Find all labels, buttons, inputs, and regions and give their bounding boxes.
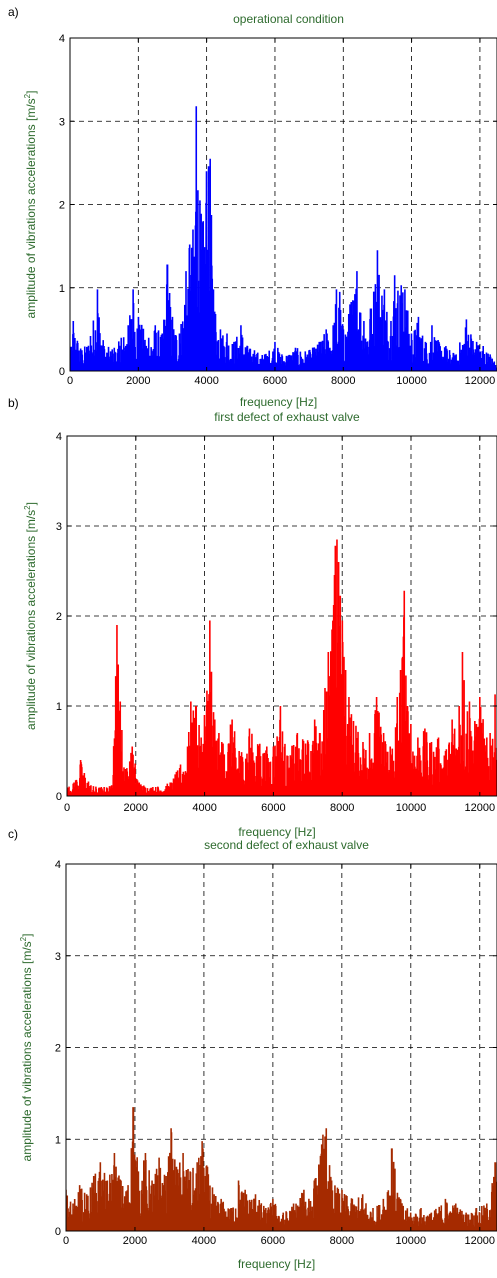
- y-axis-label: amplitude of vibrations accelerations [m…: [23, 502, 38, 730]
- x-tick-label: 2000: [123, 1235, 147, 1247]
- y-tick-label: 4: [59, 33, 65, 45]
- x-tick-label: 2000: [124, 802, 148, 814]
- x-tick-label: 12000: [465, 802, 496, 814]
- chart-title: operational condition: [233, 12, 344, 26]
- y-axis-label-main: amplitude of vibrations accelerations [m…: [24, 510, 38, 730]
- y-tick-label: 2: [55, 1043, 61, 1055]
- panel-label: b): [8, 396, 19, 410]
- y-axis-label-main: amplitude of vibrations accelerations [m…: [24, 98, 38, 318]
- y-axis-label: amplitude of vibrations accelerations [m…: [23, 91, 38, 319]
- x-tick-label: 4000: [194, 375, 218, 387]
- y-tick-label: 1: [56, 701, 62, 713]
- x-tick-label: 8000: [331, 375, 355, 387]
- y-tick-label: 1: [59, 283, 65, 295]
- chart-panel-1: a) operational condition 0 2000 4000 6000 8000…: [8, 5, 497, 409]
- x-tick-label: 8000: [330, 1235, 354, 1247]
- x-tick-label: 12000: [465, 375, 496, 387]
- x-tick-label: 8000: [330, 802, 354, 814]
- y-tick-label: 0: [55, 1226, 61, 1238]
- spectrum-series: [70, 106, 497, 371]
- y-axis-label-end: ]: [24, 91, 38, 94]
- panel-label: a): [8, 5, 19, 19]
- chart-panel-2: b) first defect of exhaust valve 0 2000 4000…: [8, 396, 497, 839]
- chart-title: first defect of exhaust valve: [214, 410, 360, 424]
- x-tick-label: 4000: [192, 802, 216, 814]
- x-tick-label: 10000: [396, 375, 427, 387]
- y-tick-label: 3: [59, 116, 65, 128]
- y-axis-label-main: amplitude of vibrations accelerations [m…: [20, 941, 34, 1161]
- y-tick-label: 0: [59, 366, 65, 378]
- x-tick-label: 2000: [126, 375, 150, 387]
- x-tick-label: 6000: [263, 375, 287, 387]
- x-tick-label: 0: [64, 802, 70, 814]
- chart-panel-3: c) second defect of exhaust valve 0 2000 400…: [8, 827, 497, 1271]
- x-tick-label: 12000: [464, 1235, 495, 1247]
- y-axis-label-end: ]: [20, 934, 34, 937]
- y-tick-label: 0: [56, 791, 62, 803]
- x-axis-label: frequency [Hz]: [238, 1257, 315, 1271]
- y-tick-label: 2: [56, 611, 62, 623]
- x-tick-label: 4000: [192, 1235, 216, 1247]
- spectrum-series: [67, 539, 497, 796]
- x-tick-label: 6000: [261, 802, 285, 814]
- chart-title: second defect of exhaust valve: [204, 838, 369, 852]
- y-tick-label: 4: [55, 859, 61, 871]
- y-axis-label-superscript: 2: [23, 93, 32, 98]
- x-axis-label: frequency [Hz]: [240, 395, 317, 409]
- y-axis-label-superscript: 2: [23, 505, 32, 510]
- y-tick-label: 3: [55, 951, 61, 963]
- panel-label: c): [8, 827, 18, 841]
- spectrum-series: [66, 1107, 497, 1231]
- x-tick-label: 10000: [396, 1235, 427, 1247]
- y-tick-label: 2: [59, 200, 65, 212]
- y-axis-label: amplitude of vibrations accelerations [m…: [19, 934, 34, 1162]
- x-tick-label: 10000: [396, 802, 427, 814]
- y-tick-label: 4: [56, 431, 62, 443]
- x-tick-label: 0: [63, 1235, 69, 1247]
- x-axis-label: frequency [Hz]: [238, 825, 315, 839]
- y-axis-label-end: ]: [24, 502, 38, 505]
- x-tick-label: 6000: [261, 1235, 285, 1247]
- x-tick-label: 0: [67, 375, 73, 387]
- y-axis-label-superscript: 2: [19, 936, 28, 941]
- y-tick-label: 1: [55, 1134, 61, 1146]
- y-tick-label: 3: [56, 521, 62, 533]
